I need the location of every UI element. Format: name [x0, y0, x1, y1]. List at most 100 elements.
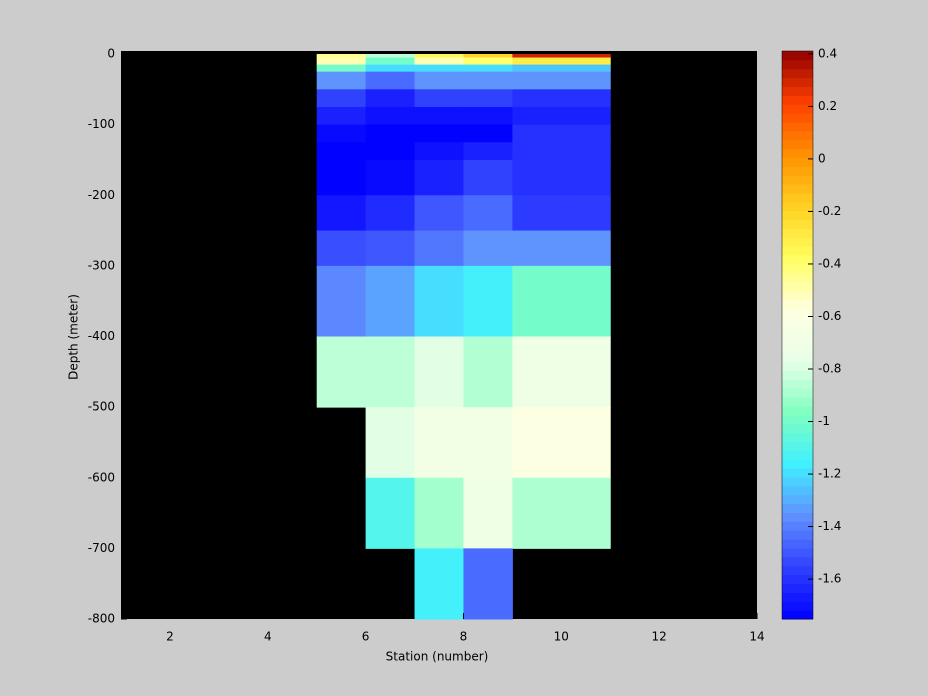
heatmap-cell [316, 159, 367, 196]
colorbar-swatch [782, 503, 813, 513]
heatmap-cell [365, 159, 416, 196]
heatmap-cell [463, 57, 513, 66]
colorbar-swatch [782, 113, 813, 123]
heatmap-cell [414, 106, 464, 126]
colorbar-swatch [782, 459, 813, 469]
x-tick-label: 8 [460, 630, 468, 644]
heatmap-cell [512, 336, 562, 408]
colorbar-swatch [782, 130, 813, 141]
colorbar-swatch [782, 68, 813, 79]
colorbar-swatch [782, 539, 813, 549]
heatmap-cell [512, 89, 562, 108]
heatmap-cell [561, 195, 611, 232]
colorbar-swatch [782, 406, 813, 416]
colorbar-tick-label: -0.8 [818, 362, 841, 376]
colorbar-tick-label: -1.2 [818, 467, 841, 481]
colorbar-tick-label: -0.2 [818, 204, 841, 218]
heatmap-cell [414, 71, 464, 90]
colorbar-swatch [782, 193, 813, 203]
heatmap-cell [561, 407, 611, 479]
heatmap-cell [414, 124, 464, 143]
heatmap-cell [365, 89, 416, 108]
heatmap-cell [561, 159, 611, 196]
colorbar-swatch [782, 556, 813, 567]
colorbar-swatch [782, 468, 813, 478]
heatmap-cell [463, 477, 513, 549]
heatmap-cell [365, 142, 416, 161]
heatmap-cell [316, 265, 367, 337]
heatmap-cell [463, 64, 513, 73]
heatmap-cell [414, 57, 464, 66]
heatmap-cell [512, 407, 562, 479]
colorbar-tick-label: -1.6 [818, 572, 841, 586]
heatmap-cell [561, 142, 611, 161]
heatmap-cell [463, 265, 513, 337]
colorbar-swatch [782, 574, 813, 584]
heatmap-cell [512, 57, 562, 66]
heatmap-cell [463, 159, 513, 196]
colorbar-tick-label: 0.4 [818, 46, 837, 60]
colorbar-swatch [782, 530, 813, 540]
heatmap-cell [414, 64, 464, 73]
colorbar-swatch [782, 290, 813, 300]
colorbar-swatch [782, 51, 813, 61]
heatmap-cell [512, 142, 562, 161]
colorbar-swatch [782, 308, 813, 318]
heatmap-cell [561, 230, 611, 267]
colorbar-swatch [782, 601, 813, 611]
colorbar-swatch [782, 548, 813, 558]
heatmap-cell [512, 230, 562, 267]
colorbar-swatch [782, 317, 813, 327]
heatmap-cell [316, 142, 367, 161]
y-tick-label: 0 [107, 47, 115, 61]
colorbar-swatch [782, 184, 813, 194]
colorbar-swatch [782, 414, 813, 425]
heatmap-cell [512, 265, 562, 337]
colorbar-swatch [782, 610, 813, 620]
y-tick-label: -100 [88, 117, 115, 131]
colorbar-swatch [782, 397, 813, 407]
heatmap-cell [512, 71, 562, 90]
colorbar-swatch [782, 95, 813, 105]
heatmap-cell [561, 71, 611, 90]
heatmap-cell [316, 64, 367, 73]
heatmap-cell [365, 195, 416, 232]
heatmap-cell [561, 89, 611, 108]
colorbar-swatch [782, 272, 813, 283]
heatmap-cell [463, 142, 513, 161]
heatmap-cell [365, 407, 416, 479]
heatmap-cell [365, 477, 416, 549]
colorbar-swatch [782, 264, 813, 274]
colorbar-frame [781, 50, 814, 620]
colorbar-tick-label: -1.4 [818, 519, 841, 533]
heatmap-cell [512, 195, 562, 232]
colorbar-swatch [782, 237, 813, 247]
colorbar-swatch [782, 104, 813, 114]
colorbar-swatch [782, 352, 813, 363]
heatmap-cell [512, 64, 562, 73]
heatmap-cell [463, 106, 513, 126]
colorbar-swatch [782, 379, 813, 389]
y-tick-label: -700 [88, 541, 115, 555]
y-tick-label: -800 [88, 612, 115, 626]
colorbar-swatch [782, 592, 813, 602]
heatmap-cell [561, 477, 611, 549]
heatmap-cell [414, 230, 464, 267]
heatmap-cell [316, 124, 367, 143]
heatmap-cell [512, 477, 562, 549]
colorbar-tick-label: 0.2 [818, 99, 837, 113]
heatmap-cell [512, 124, 562, 143]
colorbar-swatch [782, 122, 813, 132]
heatmap-cell [463, 407, 513, 479]
heatmap-cell [561, 64, 611, 73]
colorbar-swatch [782, 148, 813, 158]
heatmap-cell [365, 106, 416, 126]
heatmap-cell [316, 230, 367, 267]
heatmap-cell [365, 54, 416, 59]
colorbar-swatch [782, 565, 813, 576]
colorbar-tick-label: 0 [818, 151, 826, 165]
colorbar-swatch [782, 432, 813, 442]
heatmap-cell [561, 124, 611, 143]
